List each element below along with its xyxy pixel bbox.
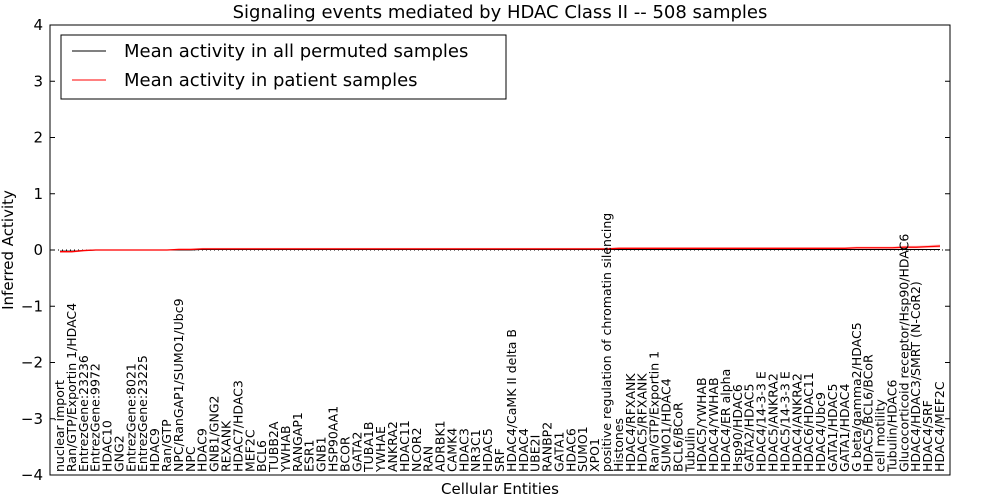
x-entity-label: GATA1/HDAC4 [837,383,852,472]
series-layer [60,244,941,253]
x-entity-label: Hsp90/HDAC6 [730,384,745,472]
y-axis: −4 −3 −2 −1 0 1 2 3 4 [21,16,950,484]
y-tick-label: 3 [33,72,43,90]
x-entity-label: HDAC9 [195,428,210,472]
x-entity-label: HDAC5/14-3-3 E [777,371,792,472]
x-entity-label: Histones [611,418,626,472]
series-line-patient [60,245,941,253]
y-tick-label: −4 [21,466,43,484]
y-axis-title: Inferred Activity [0,190,17,310]
x-entity-label: HDAC6 [563,428,578,472]
x-entity-label: Tubulin/HDAC6 [884,380,899,473]
x-entity-label: HDAC3 [456,428,471,472]
x-entity-label: HDAC6/HDAC11 [801,372,816,472]
x-entity-label: REXANK [218,420,233,472]
x-axis-title: Cellular Entities [441,480,559,498]
x-entity-label: GATA1 [551,432,566,472]
x-entity-label: CAMK4 [444,428,459,472]
x-entity-label: HDAC4/SRF [920,400,935,472]
legend-box [60,34,507,100]
x-entity-label: RANBP2 [540,422,555,472]
x-entity-label: HDAC4/ANKRA2 [789,373,804,472]
x-entity-label: Ran/GTP [159,419,174,472]
x-entity-label: HDAC4/MEF2C [932,381,947,472]
x-entity-label: HDAC4/14-3-3 E [754,371,769,472]
legend-label-permuted: Mean activity in all permuted samples [124,41,468,62]
x-entity-label: G beta/gamma2/HDAC5 [849,322,864,472]
x-entity-label: HDAC4 [516,428,531,472]
x-entity-label: EntrezGene:23225 [135,355,150,472]
x-entity-label: ADRBK1 [433,420,448,472]
chart-title: Signaling events mediated by HDAC Class … [233,2,768,23]
x-entity-label: HDAC4/ER alpha [718,369,733,472]
x-entity-label: ESR1 [302,440,317,472]
x-entity-label: HDAC4/YWHAB [706,377,721,472]
x-entity-label: Ran/GTP/Exportin 1/HDAC4 [64,303,79,472]
x-entity-label: BCOR [337,436,352,472]
x-entity-label: NCOR2 [409,427,424,472]
y-tick-label: −3 [21,410,43,428]
y-tick-label: 4 [33,16,43,34]
x-entity-label: positive regulation of chromatin silenci… [599,213,614,472]
x-entity-label: Tubulin [682,428,697,473]
x-entity-label: HDAC5/YWHAB [694,377,709,472]
y-tick-label: −1 [21,297,43,315]
x-entity-label: HDAC11 [397,420,412,472]
x-entity-label: BCL6 [254,440,269,472]
x-entity-label: HDAC10 [100,420,115,472]
x-entity-label: GATA2/HDAC5 [742,384,757,472]
x-entity-label: cell motility [873,398,888,472]
x-entity-label: RAN [421,446,436,472]
x-entity-label: GATA1/HDAC5 [825,384,840,472]
x-entity-label: GNG2 [111,435,126,472]
x-entity-label: HDAC5/BCL6/BCoR [861,354,876,472]
x-entity-label: SUMO1 [575,426,590,472]
x-entity-label: HDAC4/RFXANK [623,373,638,472]
x-entity-label: GNB1 [314,436,329,472]
x-entity-label: SUMO1/HDAC4 [658,378,673,472]
x-entity-label: UBE2I [528,435,543,472]
x-entity-label: NPC/RanGAP1/SUMO1/Ubc9 [171,298,186,472]
x-entity-label: NR3C1 [468,429,483,472]
x-entity-label: YWHAE [373,426,388,473]
legend-label-patient: Mean activity in patient samples [124,70,418,91]
x-entity-label: NPC [183,446,198,472]
x-entity-label: GNB1/GNG2 [207,396,222,472]
x-entity-label: YWHAB [278,425,293,473]
x-entity-label: HDAC5 [480,428,495,472]
x-entity-label: HDAC5/ANKRA2 [766,373,781,472]
x-entity-label: HSP90AA1 [326,406,341,472]
x-entity-label: SRF [492,448,507,472]
x-entity-label: EntrezGene:23236 [76,355,91,472]
x-entity-label: Ran/GTP/Exportin 1 [647,351,662,472]
x-entity-label: RANGAP1 [290,412,305,472]
x-entity-label: XPO1 [587,438,602,472]
y-tick-label: 1 [33,185,43,203]
x-entity-label: nuclear import [52,380,67,472]
x-entity-label: ANKRA2 [385,421,400,472]
y-tick-label: 0 [33,241,43,259]
x-entity-label: HDAC9 [147,428,162,472]
x-entity-label: HDAC5/RFXANK [635,373,650,472]
x-entity-label: HDAC4/HDAC3/SMRT (N-CoR2) [908,281,923,472]
x-entity-label: MEF2C [242,429,257,472]
x-entity-label: BCL6/BCoR [670,402,685,472]
y-tick-label: 2 [33,129,43,147]
x-entity-label: GATA2 [349,432,364,472]
y-tick-label: −2 [21,354,43,372]
x-entity-label: TUBB2A [266,421,281,473]
x-entity-label: EntrezGene:8021 [123,363,138,472]
x-entity-label: HDAC4/Ubc9 [813,392,828,472]
x-entity-label: HDAC7/HDAC3 [230,380,245,472]
x-entity-label: TUBA1B [361,422,376,473]
legend: Mean activity in all permuted samples Me… [60,34,507,100]
x-entity-label: HDAC4/CaMK II delta B [504,329,519,472]
x-entity-label: EntrezGene:9972 [88,363,103,472]
x-entity-label: Glucocorticoid receptor/Hsp90/HDAC6 [896,234,911,472]
